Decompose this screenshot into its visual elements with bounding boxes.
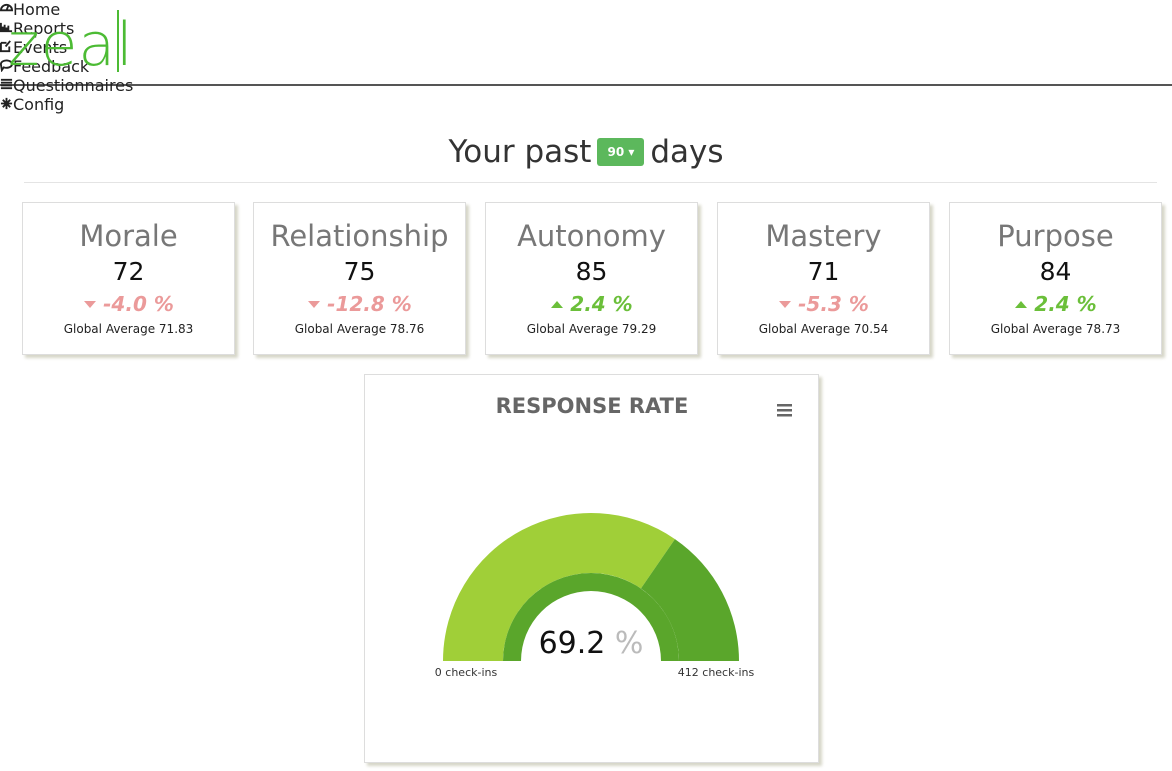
card-change: 2.4 % xyxy=(950,292,1161,316)
trend-arrow xyxy=(84,301,97,308)
nav-icon xyxy=(0,78,13,90)
average-value: 70.54 xyxy=(853,322,889,336)
nav-icon xyxy=(0,3,14,12)
nav-icon xyxy=(0,22,13,33)
heading-prefix: Your past xyxy=(448,134,592,170)
menu-button[interactable] xyxy=(777,404,792,417)
days-value[interactable]: 90 xyxy=(607,145,625,159)
gauge-inner-ring xyxy=(503,573,679,661)
metric-card: Morale 72 -4.0 % Global Average 71.83 xyxy=(22,202,235,355)
card-title: Relationship xyxy=(270,219,449,253)
card-score: 72 xyxy=(112,257,145,286)
change-value: -5.3 % xyxy=(798,292,869,316)
nav-icon xyxy=(0,59,13,73)
card-change: -5.3 % xyxy=(718,292,929,316)
card-score: 71 xyxy=(807,257,840,286)
card-average: Global Average 78.76 xyxy=(254,322,465,336)
card-average: Global Average 79.29 xyxy=(486,322,697,336)
change-value: 2.4 % xyxy=(1034,292,1097,316)
heading-suffix: days xyxy=(650,134,724,170)
gauge-unit: % xyxy=(615,626,644,661)
metric-card: Purpose 84 2.4 % Global Average 78.73 xyxy=(949,202,1162,355)
nav-icon xyxy=(0,97,13,110)
card-title: Autonomy xyxy=(517,219,666,253)
metric-card: Mastery 71 -5.3 % Global Average 70.54 xyxy=(717,202,930,355)
card-title: Mastery xyxy=(765,219,882,253)
average-label: Global Average xyxy=(526,322,619,336)
period-heading: Your past 90 ▾ days xyxy=(0,134,1172,170)
change-value: -4.0 % xyxy=(103,292,174,316)
gauge-number: 69.2 xyxy=(539,626,606,661)
gauge-title: RESPONSE RATE xyxy=(496,394,689,418)
card-change: -12.8 % xyxy=(254,292,465,316)
trend-arrow xyxy=(1015,301,1028,308)
navbar: zeal Home Reports Events Feedback Questionna… xyxy=(0,0,1172,114)
nav-item[interactable]: Questionnaires xyxy=(0,76,1172,95)
nav-label[interactable]: Events xyxy=(13,38,68,57)
trend-arrow xyxy=(551,301,564,308)
nav-item[interactable]: Events xyxy=(0,38,1172,57)
gauge-chart: RESPONSE RATE 69.2 % 0 check-ins 412 check… xyxy=(435,394,792,679)
nav-item[interactable]: Config xyxy=(0,95,1172,114)
gauge-panel: RESPONSE RATE 69.2 % 0 check-ins 412 check… xyxy=(364,374,819,763)
trend-arrow xyxy=(308,301,321,308)
nav-label[interactable]: Config xyxy=(13,95,65,114)
average-label: Global Average xyxy=(990,322,1083,336)
nav-item[interactable]: Reports xyxy=(0,19,1172,38)
nav-icon xyxy=(0,40,11,53)
average-value: 78.73 xyxy=(1085,322,1121,336)
card-change: 2.4 % xyxy=(486,292,697,316)
nav-label[interactable]: Reports xyxy=(13,19,75,38)
gauge-max-label: 412 check-ins xyxy=(678,666,755,679)
average-label: Global Average xyxy=(63,322,156,336)
divider xyxy=(24,182,1157,183)
card-average: Global Average 71.83 xyxy=(23,322,234,336)
nav-label[interactable]: Feedback xyxy=(13,57,90,76)
card-change: -4.0 % xyxy=(23,292,234,316)
card-title: Morale xyxy=(79,219,178,253)
change-value: 2.4 % xyxy=(570,292,633,316)
gauge-value: 69.2 % xyxy=(539,626,644,661)
card-average: Global Average 70.54 xyxy=(718,322,929,336)
average-label: Global Average xyxy=(758,322,851,336)
nav-label[interactable]: Home xyxy=(13,0,61,19)
average-value: 79.29 xyxy=(621,322,657,336)
nav-item[interactable]: Feedback xyxy=(0,57,1172,76)
gauge-min-label: 0 check-ins xyxy=(435,666,498,679)
logo-bar xyxy=(117,10,119,72)
card-title: Purpose xyxy=(997,219,1114,253)
metric-card: Relationship 75 -12.8 % Global Average 78.7… xyxy=(253,202,466,355)
average-value: 71.83 xyxy=(158,322,194,336)
average-label: Global Average xyxy=(294,322,387,336)
card-average: Global Average 78.73 xyxy=(950,322,1161,336)
gauge-fill xyxy=(443,513,675,661)
change-value: -12.8 % xyxy=(327,292,412,316)
days-dropdown[interactable]: 90 ▾ xyxy=(597,138,645,166)
trend-arrow xyxy=(779,301,792,308)
card-score: 75 xyxy=(343,257,376,286)
card-score: 84 xyxy=(1039,257,1072,286)
nav-item[interactable]: Home xyxy=(0,0,1172,19)
logo[interactable]: zeal xyxy=(8,10,134,80)
average-value: 78.76 xyxy=(389,322,425,336)
nav-label[interactable]: Questionnaires xyxy=(13,76,134,95)
card-score: 85 xyxy=(575,257,608,286)
gauge-remainder xyxy=(640,539,739,661)
metric-card: Autonomy 85 2.4 % Global Average 79.29 xyxy=(485,202,698,355)
